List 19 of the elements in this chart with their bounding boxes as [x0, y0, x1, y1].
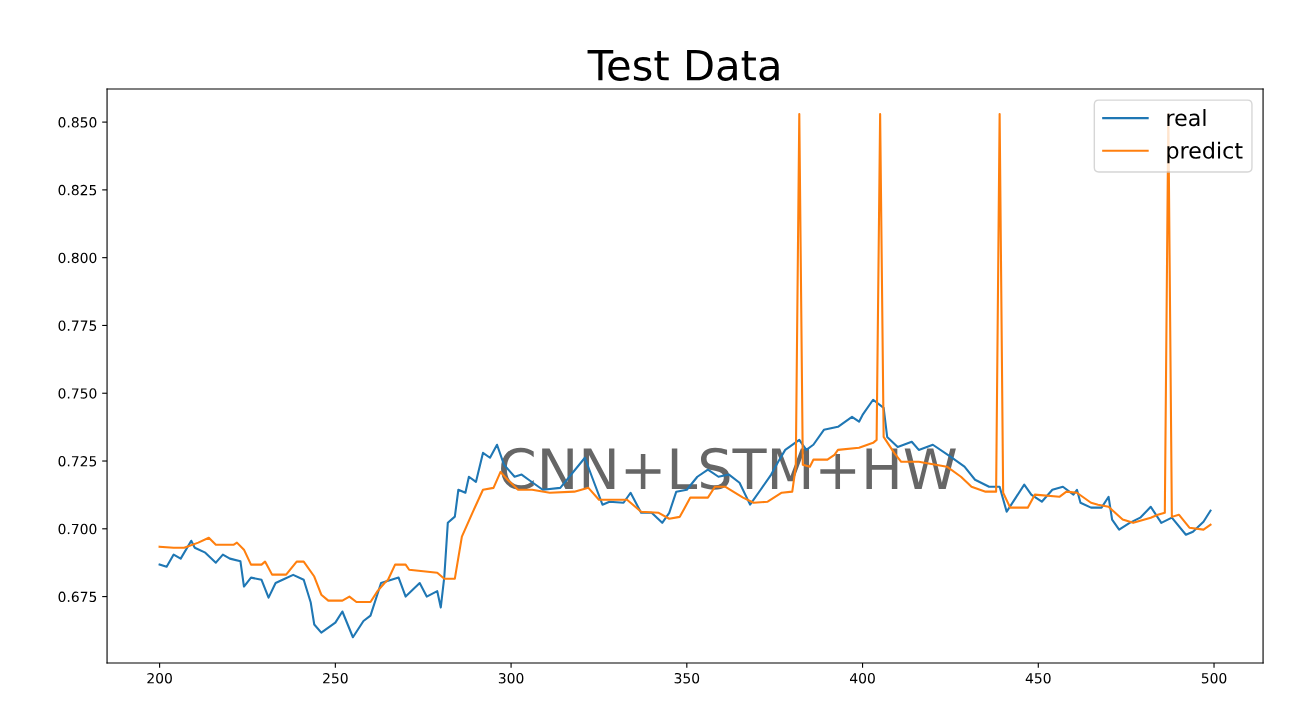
y-tick-label: 0.850 — [58, 117, 97, 128]
x-tick-label: 400 — [849, 672, 875, 684]
x-tick-label: 200 — [147, 672, 172, 684]
y-tick-label: 0.775 — [58, 320, 97, 331]
x-tick-label: 350 — [674, 672, 700, 684]
x-tick-label: 500 — [1201, 672, 1227, 684]
y-tick-label: 0.675 — [58, 591, 97, 603]
y-tick-label: 0.750 — [58, 388, 97, 399]
y-tick-label: 0.725 — [58, 455, 97, 467]
y-tick-label: 0.700 — [58, 523, 97, 535]
line-series — [158, 398, 1212, 639]
x-tick-label: 450 — [1025, 672, 1051, 684]
y-tick-label: 0.800 — [58, 252, 97, 264]
chart-title: Test Data — [587, 49, 779, 81]
x-tick-label: 250 — [323, 672, 348, 684]
x-tick-label: 300 — [498, 672, 524, 684]
legend-label: real — [1167, 109, 1206, 127]
y-tick-label: 0.825 — [58, 184, 97, 196]
legend-label: predict — [1167, 141, 1243, 164]
